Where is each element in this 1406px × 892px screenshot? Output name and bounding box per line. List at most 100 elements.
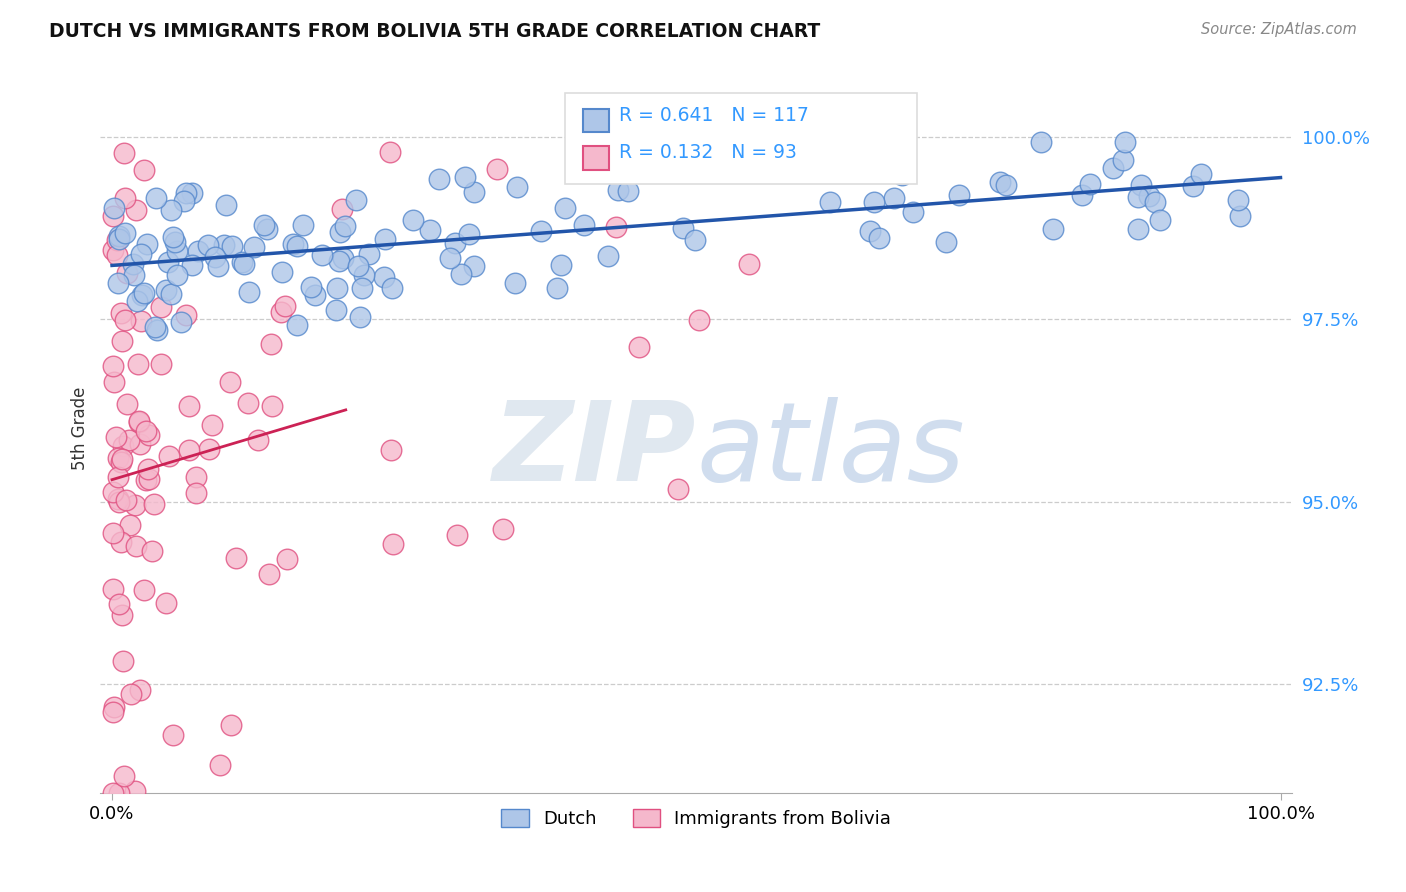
Point bbox=[166, 268, 188, 282]
Point bbox=[347, 259, 370, 273]
Point bbox=[891, 168, 914, 182]
Bar bbox=[583, 109, 609, 132]
Point bbox=[162, 728, 184, 742]
Text: ZIP: ZIP bbox=[492, 397, 696, 504]
Point bbox=[325, 281, 347, 295]
Point bbox=[124, 784, 146, 798]
Point bbox=[128, 437, 150, 451]
Point bbox=[276, 552, 298, 566]
Point bbox=[103, 202, 125, 216]
Point bbox=[260, 399, 283, 413]
Point bbox=[107, 248, 129, 262]
Point bbox=[711, 145, 734, 159]
Point bbox=[124, 268, 146, 283]
Point bbox=[1182, 178, 1205, 193]
Point bbox=[236, 395, 259, 409]
Point bbox=[1191, 167, 1213, 181]
Point bbox=[114, 313, 136, 327]
Point bbox=[101, 525, 124, 540]
Point bbox=[165, 235, 187, 249]
Point bbox=[666, 482, 689, 496]
Point bbox=[108, 231, 131, 245]
Point bbox=[135, 474, 157, 488]
Point bbox=[1126, 221, 1149, 235]
Point bbox=[215, 198, 238, 212]
Point bbox=[107, 470, 129, 484]
Point bbox=[125, 203, 148, 218]
Point bbox=[685, 233, 707, 247]
Point bbox=[1144, 194, 1167, 209]
Point bbox=[596, 249, 619, 263]
Point bbox=[274, 300, 297, 314]
Point bbox=[285, 318, 308, 333]
Point bbox=[883, 191, 905, 205]
Point bbox=[607, 183, 630, 197]
Point bbox=[103, 705, 125, 719]
Point bbox=[117, 397, 139, 411]
Point bbox=[117, 434, 139, 448]
Point bbox=[150, 300, 173, 314]
Point bbox=[221, 239, 243, 253]
Point bbox=[110, 535, 132, 549]
Point bbox=[283, 237, 305, 252]
Point bbox=[378, 145, 401, 159]
Point bbox=[115, 266, 138, 280]
Point bbox=[101, 243, 124, 257]
Text: R = 0.641   N = 117: R = 0.641 N = 117 bbox=[619, 106, 808, 126]
Point bbox=[546, 281, 568, 295]
Point bbox=[136, 462, 159, 476]
Point bbox=[1101, 161, 1123, 176]
Point bbox=[1078, 178, 1101, 192]
Point bbox=[859, 224, 882, 238]
Point bbox=[105, 430, 128, 444]
Point bbox=[134, 582, 156, 597]
Point bbox=[141, 543, 163, 558]
Point bbox=[129, 247, 152, 261]
Point bbox=[381, 281, 404, 295]
Point bbox=[463, 259, 485, 273]
Point bbox=[617, 184, 640, 198]
Point bbox=[373, 270, 395, 285]
Point bbox=[103, 582, 125, 596]
Point bbox=[225, 550, 247, 565]
Point bbox=[112, 439, 135, 453]
Point bbox=[332, 251, 354, 265]
Point bbox=[162, 229, 184, 244]
Point bbox=[1071, 188, 1094, 202]
Point bbox=[304, 288, 326, 302]
Point bbox=[271, 265, 294, 279]
Point bbox=[344, 193, 367, 207]
Bar bbox=[583, 146, 609, 169]
Point bbox=[1129, 178, 1152, 193]
Point bbox=[107, 492, 129, 507]
Point bbox=[1149, 212, 1171, 227]
Point bbox=[118, 517, 141, 532]
Point bbox=[868, 231, 890, 245]
Point bbox=[550, 258, 572, 272]
Point bbox=[135, 424, 157, 438]
Point bbox=[108, 597, 131, 611]
Point bbox=[1114, 135, 1136, 149]
Point bbox=[299, 280, 322, 294]
Point bbox=[184, 470, 207, 484]
Text: R = 0.132   N = 93: R = 0.132 N = 93 bbox=[619, 143, 797, 161]
Point bbox=[658, 153, 681, 167]
Point bbox=[453, 169, 475, 184]
Point bbox=[359, 246, 381, 260]
Point bbox=[627, 340, 650, 354]
Point bbox=[170, 315, 193, 329]
Point bbox=[138, 472, 160, 486]
Point bbox=[207, 259, 229, 273]
Point bbox=[503, 276, 526, 290]
Point bbox=[204, 250, 226, 264]
FancyBboxPatch shape bbox=[565, 94, 917, 185]
Point bbox=[530, 224, 553, 238]
Point bbox=[138, 428, 160, 442]
Point bbox=[145, 191, 167, 205]
Point bbox=[329, 225, 352, 239]
Text: atlas: atlas bbox=[696, 397, 965, 504]
Point bbox=[353, 268, 375, 283]
Point bbox=[129, 682, 152, 697]
Point bbox=[166, 244, 188, 259]
Point bbox=[108, 229, 131, 244]
